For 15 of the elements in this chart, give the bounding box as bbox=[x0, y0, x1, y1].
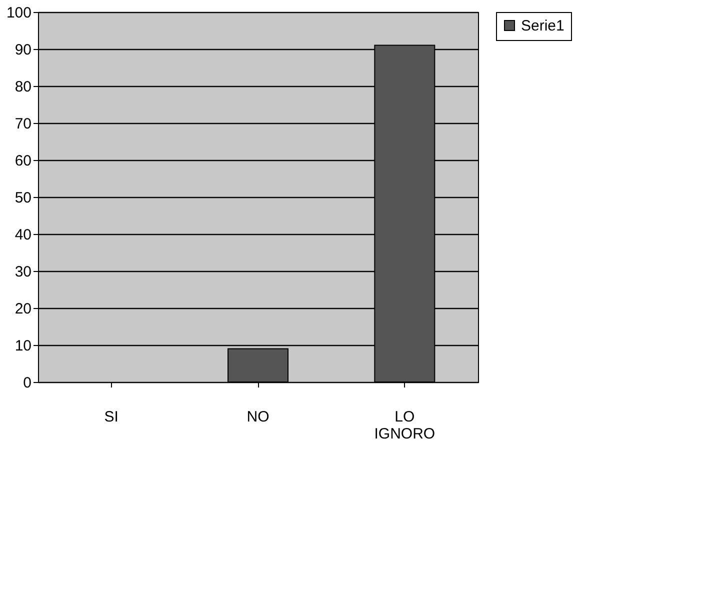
y-tick-label: 0 bbox=[23, 374, 32, 392]
x-tick-label: LO IGNORO bbox=[374, 408, 436, 442]
y-tick-label: 60 bbox=[14, 152, 32, 170]
x-tick-label: NO bbox=[246, 408, 270, 426]
y-tick-label: 50 bbox=[14, 190, 32, 206]
y-tick-label: 10 bbox=[14, 338, 32, 354]
y-tick-label: 90 bbox=[14, 42, 32, 58]
y-tick-label: 40 bbox=[14, 226, 32, 244]
y-tick-label: 30 bbox=[14, 264, 32, 280]
x-tick-label: SI bbox=[104, 408, 118, 426]
y-tick-label: 80 bbox=[14, 78, 32, 96]
y-tick-label: 20 bbox=[14, 300, 32, 318]
legend-label: Serie1 bbox=[521, 18, 564, 34]
y-tick-label: 100 bbox=[6, 4, 32, 22]
y-tick-label: 70 bbox=[14, 116, 32, 132]
